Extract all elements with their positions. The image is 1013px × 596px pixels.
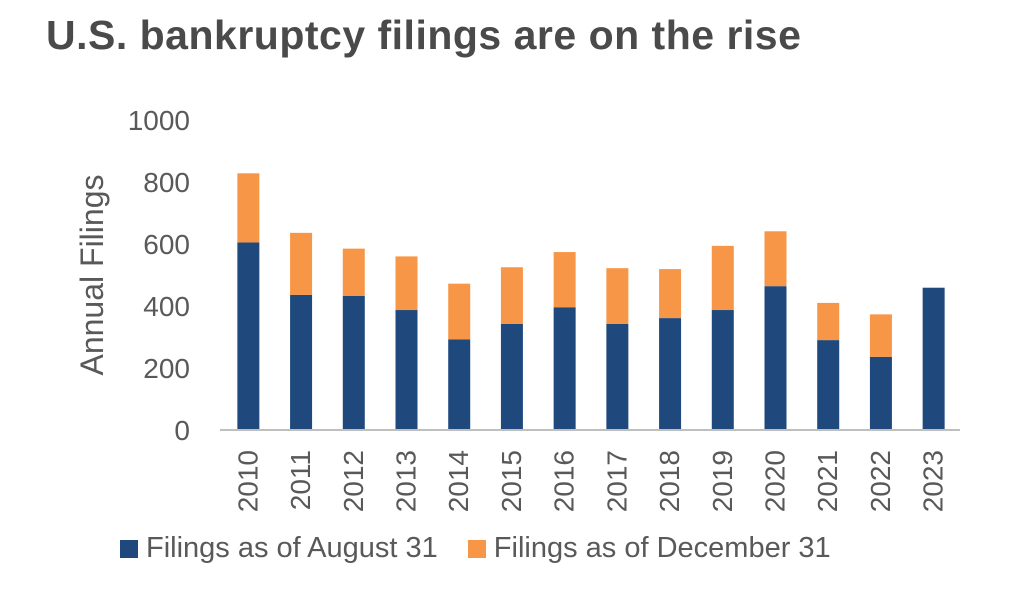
x-tick-label: 2010 <box>232 450 263 512</box>
legend-swatch-august <box>120 539 138 558</box>
x-tick-label: 2016 <box>549 450 580 512</box>
bar-august-2021 <box>817 340 840 430</box>
x-tick-label: 2012 <box>338 450 369 512</box>
y-tick-label: 1000 <box>128 105 190 136</box>
bar-december-2012 <box>342 248 365 296</box>
bar-august-2023 <box>922 287 945 430</box>
x-tick-label: 2019 <box>707 450 738 512</box>
x-tick-label: 2017 <box>601 450 632 512</box>
y-tick-label: 400 <box>143 291 190 322</box>
bar-august-2012 <box>342 295 365 430</box>
bar-december-2010 <box>237 173 260 243</box>
bar-december-2022 <box>869 314 892 357</box>
x-tick-label: 2021 <box>812 450 843 512</box>
y-tick-label: 200 <box>143 353 190 384</box>
bar-december-2018 <box>659 269 682 319</box>
bar-august-2010 <box>237 242 260 430</box>
bar-december-2019 <box>711 245 734 311</box>
bar-august-2014 <box>448 339 471 430</box>
x-tick-label: 2018 <box>654 450 685 512</box>
bar-august-2018 <box>659 318 682 430</box>
y-axis-label: Annual Filings <box>74 175 110 376</box>
legend-label-december: Filings as of December 31 <box>493 532 831 564</box>
bar-august-2022 <box>869 356 892 430</box>
bar-december-2016 <box>553 252 576 308</box>
x-tick-label: 2022 <box>865 450 896 512</box>
legend-item-december: Filings as of December 31 <box>467 532 831 565</box>
bar-december-2015 <box>500 267 523 324</box>
bar-december-2017 <box>606 268 629 324</box>
x-tick-label: 2023 <box>918 450 949 512</box>
bar-august-2011 <box>290 294 313 430</box>
legend-label-august: Filings as of August 31 <box>146 532 438 564</box>
x-tick-label: 2014 <box>443 450 474 512</box>
bar-august-2017 <box>606 323 629 430</box>
bar-august-2013 <box>395 310 418 430</box>
bar-december-2013 <box>395 256 418 311</box>
legend: Filings as of August 31 Filings as of De… <box>120 532 861 565</box>
bar-december-2020 <box>764 231 787 287</box>
x-tick-label: 2011 <box>285 450 316 510</box>
bar-december-2021 <box>817 302 840 341</box>
x-tick-label: 2020 <box>760 450 791 512</box>
x-tick-label: 2015 <box>496 450 527 512</box>
bar-august-2019 <box>711 310 734 430</box>
legend-swatch-december <box>467 539 486 558</box>
bar-august-2020 <box>764 286 787 430</box>
y-tick-label: 600 <box>143 229 190 260</box>
legend-item-august: Filings as of August 31 <box>120 532 438 565</box>
chart-title: U.S. bankruptcy filings are on the rise <box>46 12 802 58</box>
y-tick-label: 0 <box>174 415 190 446</box>
bar-august-2016 <box>553 307 576 430</box>
bar-december-2014 <box>448 283 471 340</box>
y-tick-label: 800 <box>143 167 190 198</box>
x-tick-label: 2013 <box>391 450 422 512</box>
bar-december-2011 <box>290 232 313 295</box>
bar-august-2015 <box>500 323 523 430</box>
